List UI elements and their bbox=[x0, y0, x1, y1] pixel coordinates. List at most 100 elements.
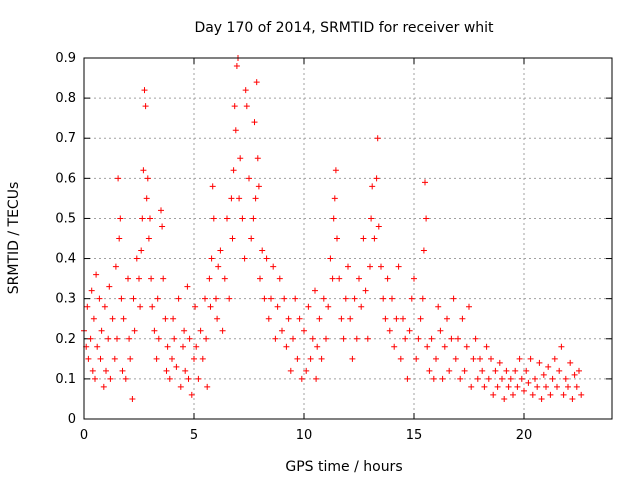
data-point bbox=[215, 263, 222, 270]
data-point bbox=[224, 215, 230, 222]
data-point bbox=[347, 315, 354, 322]
data-point bbox=[94, 343, 101, 350]
data-point bbox=[203, 335, 210, 342]
data-point bbox=[111, 355, 118, 362]
data-point bbox=[241, 255, 248, 262]
data-point bbox=[162, 315, 169, 322]
data-point bbox=[501, 395, 508, 402]
data-point bbox=[185, 375, 192, 382]
data-point bbox=[307, 355, 314, 362]
data-point bbox=[180, 343, 186, 350]
data-point bbox=[232, 127, 239, 134]
data-point bbox=[147, 215, 153, 222]
data-point bbox=[400, 315, 406, 322]
data-point bbox=[527, 355, 534, 362]
data-point bbox=[426, 367, 433, 374]
data-point bbox=[543, 383, 549, 390]
data-point bbox=[158, 207, 164, 214]
data-point bbox=[195, 375, 202, 382]
data-point bbox=[573, 383, 580, 390]
data-point bbox=[159, 223, 166, 230]
data-point bbox=[296, 315, 303, 322]
data-point bbox=[186, 335, 193, 342]
data-point bbox=[419, 295, 426, 302]
data-point bbox=[549, 375, 556, 382]
data-point bbox=[248, 235, 255, 242]
data-point bbox=[109, 315, 116, 322]
data-point bbox=[404, 375, 411, 382]
data-point bbox=[386, 327, 393, 334]
data-point bbox=[356, 275, 362, 282]
data-point bbox=[301, 327, 307, 334]
data-point bbox=[92, 375, 98, 382]
data-point bbox=[118, 295, 125, 302]
data-point bbox=[318, 355, 325, 362]
data-point bbox=[153, 355, 160, 362]
data-point bbox=[397, 355, 404, 362]
data-point bbox=[420, 247, 427, 254]
data-point bbox=[323, 335, 329, 342]
data-point bbox=[496, 359, 503, 366]
x-axis-title: GPS time / hours bbox=[285, 459, 402, 475]
data-point bbox=[175, 295, 182, 302]
data-point bbox=[116, 235, 123, 242]
data-point bbox=[516, 355, 523, 362]
data-point bbox=[164, 343, 171, 350]
data-point bbox=[371, 235, 378, 242]
data-point bbox=[444, 315, 450, 322]
data-point bbox=[437, 327, 444, 334]
data-point bbox=[145, 235, 152, 242]
data-point bbox=[254, 155, 261, 162]
data-point bbox=[466, 303, 472, 310]
data-point bbox=[163, 367, 170, 374]
data-point bbox=[138, 247, 145, 254]
data-point bbox=[139, 215, 146, 222]
data-point bbox=[374, 135, 381, 142]
y-tick-label: 0.9 bbox=[55, 51, 76, 66]
data-point bbox=[283, 343, 290, 350]
data-points bbox=[81, 55, 585, 402]
data-point bbox=[209, 183, 216, 190]
data-point bbox=[129, 395, 136, 402]
data-point bbox=[191, 355, 197, 362]
data-point bbox=[242, 87, 249, 94]
data-point bbox=[430, 375, 437, 382]
data-point bbox=[406, 327, 413, 334]
data-point bbox=[556, 367, 563, 374]
data-point bbox=[208, 255, 215, 262]
data-point bbox=[521, 387, 527, 394]
data-point bbox=[204, 383, 211, 390]
data-point bbox=[250, 215, 257, 222]
data-point bbox=[391, 343, 398, 350]
data-point bbox=[560, 391, 567, 398]
data-point bbox=[358, 303, 365, 310]
data-point bbox=[578, 391, 585, 398]
axis-ticks: 0 0.1 0.2 0.3 0.4 0.5 0.6 0.7 0.8 0.9 0 5 10 15 20 bbox=[55, 51, 612, 443]
data-point bbox=[160, 275, 167, 282]
data-point bbox=[428, 335, 435, 342]
data-point bbox=[137, 303, 144, 310]
data-point bbox=[173, 363, 180, 370]
data-point bbox=[450, 295, 457, 302]
data-point bbox=[130, 295, 137, 302]
data-point bbox=[477, 355, 483, 362]
data-point bbox=[518, 375, 525, 382]
data-point bbox=[382, 315, 389, 322]
data-point bbox=[402, 335, 409, 342]
data-point bbox=[148, 275, 155, 282]
data-point bbox=[154, 295, 161, 302]
x-tick-label: 5 bbox=[190, 428, 198, 443]
data-point bbox=[276, 275, 283, 282]
data-point bbox=[435, 303, 442, 310]
data-point bbox=[192, 303, 199, 310]
data-point bbox=[571, 371, 578, 378]
data-point bbox=[219, 327, 226, 334]
data-point bbox=[529, 391, 536, 398]
data-point bbox=[331, 195, 338, 202]
data-point bbox=[252, 195, 259, 202]
data-point bbox=[514, 383, 521, 390]
data-point bbox=[171, 335, 178, 342]
data-point bbox=[327, 255, 334, 262]
y-tick-label: 0.3 bbox=[55, 292, 76, 307]
data-point bbox=[479, 367, 486, 374]
